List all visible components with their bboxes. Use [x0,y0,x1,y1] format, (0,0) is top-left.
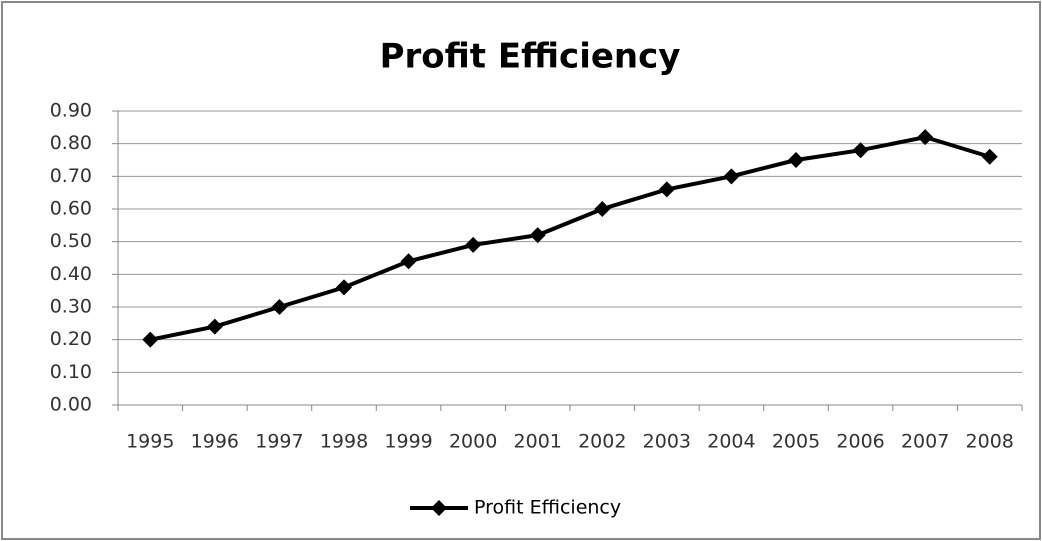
marker [852,142,869,159]
x-tick-label: 2003 [643,431,691,453]
x-tick-label: 2007 [901,431,949,453]
y-tick-label: 0.70 [50,165,92,187]
y-tick-label: 0.80 [50,132,92,154]
marker [788,152,804,168]
x-tick-label: 2002 [578,431,626,453]
x-tick-label: 2001 [514,431,562,453]
x-tick-label: 1997 [255,431,303,453]
x-tick-label: 2008 [966,431,1014,453]
marker [206,318,223,335]
chart-title: Profit Efficiency [380,37,681,77]
marker [142,331,159,348]
y-tick-label: 0.30 [50,296,92,318]
y-tick-label: 0.90 [50,100,92,122]
marker [658,181,675,198]
x-tick-label: 1999 [384,431,432,453]
y-tick-label: 0.60 [50,198,92,220]
x-tick-label: 2000 [449,431,497,453]
y-tick-label: 0.00 [50,394,92,416]
x-tick-label: 2004 [707,431,755,453]
marker [529,227,546,244]
legend-marker [431,500,447,516]
legend-label: Profit Efficiency [474,497,621,519]
x-tick-label: 2005 [772,431,820,453]
y-tick-label: 0.50 [50,230,92,252]
marker [400,253,417,270]
x-tick-label: 2006 [836,431,884,453]
marker [981,148,998,165]
marker [271,299,288,315]
y-tick-label: 0.20 [50,328,92,350]
marker [336,279,352,296]
x-tick-label: 1996 [191,431,239,453]
marker [465,236,482,253]
marker [723,168,740,185]
y-tick-label: 0.40 [50,263,92,285]
x-tick-label: 1995 [126,431,174,453]
marker [594,201,611,217]
marker [917,129,934,146]
line [149,135,991,342]
x-tick-label: 1998 [320,431,368,453]
y-tick-label: 0.10 [50,361,92,383]
